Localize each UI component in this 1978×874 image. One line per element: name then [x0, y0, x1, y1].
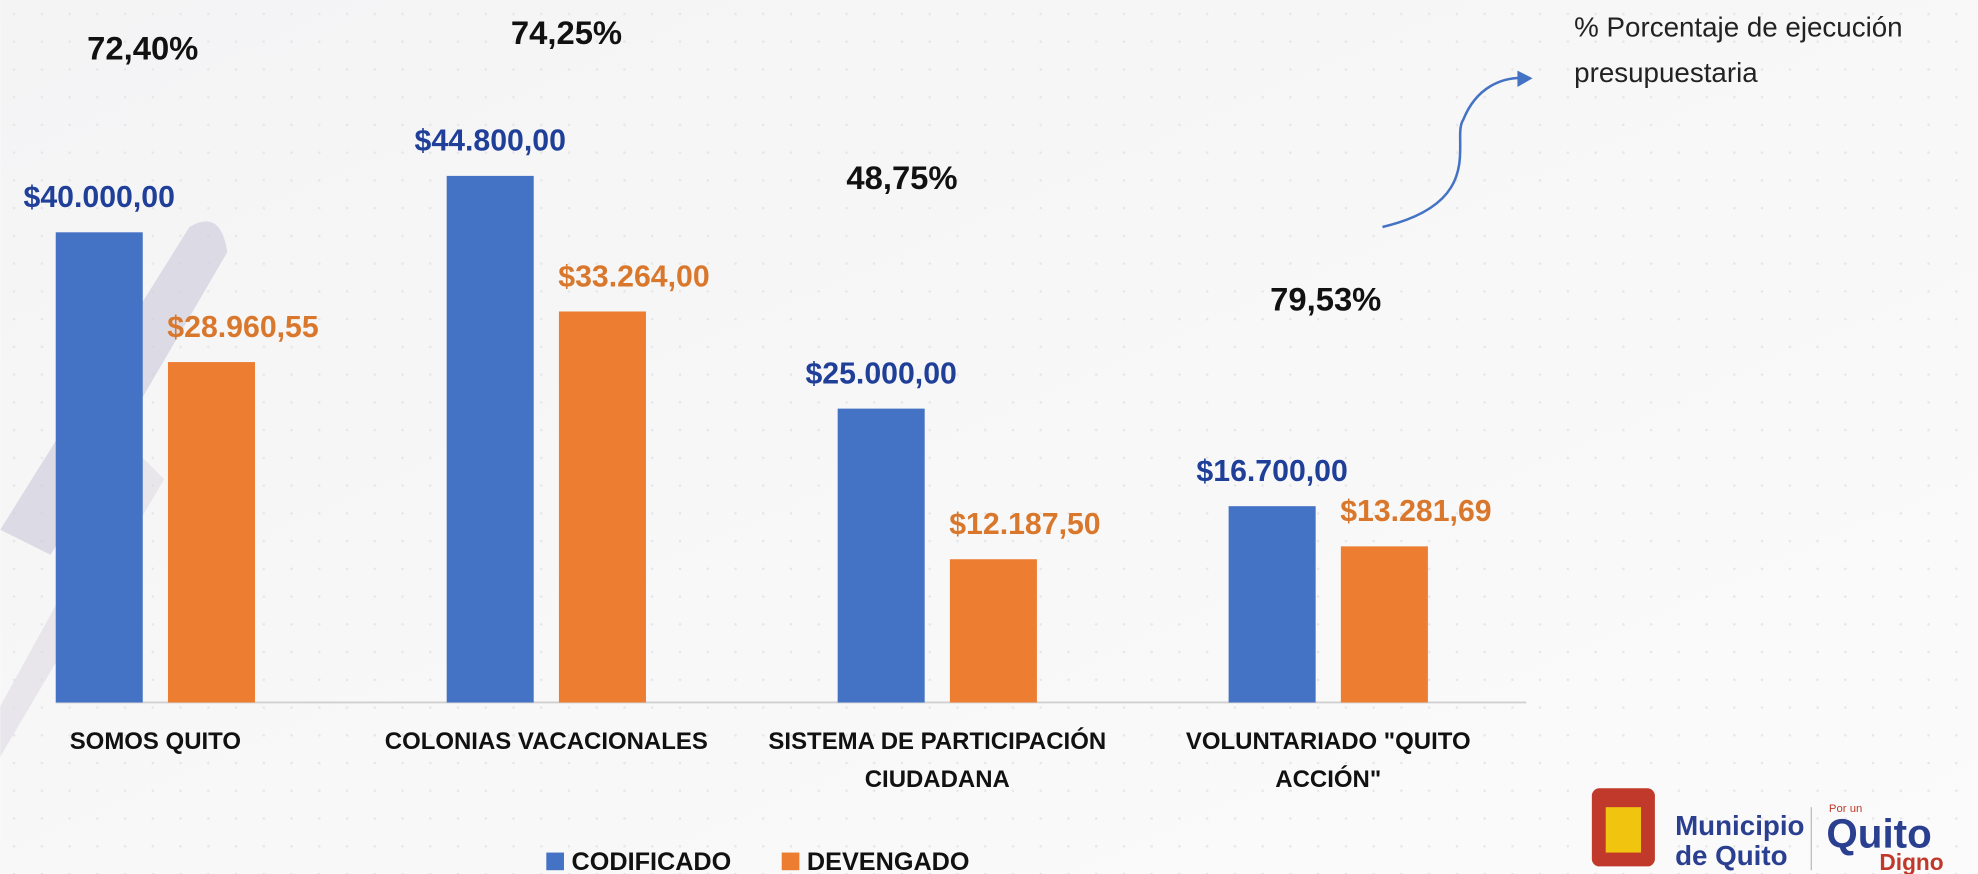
value-label: $44.800,00: [414, 125, 565, 158]
value-label: $13.281,69: [1340, 495, 1491, 528]
x-tick-label: COLONIAS VACACIONALES: [351, 724, 742, 762]
bar: [1229, 506, 1316, 702]
x-tick-label: SISTEMA DE PARTICIPACIÓN CIUDADANA: [742, 724, 1133, 800]
bar: [447, 176, 534, 703]
execution-label: 48,75%: [846, 159, 957, 196]
x-tick-label: VOLUNTARIADO "QUITO ACCIÓN": [1133, 724, 1524, 800]
legend-swatch: [782, 853, 800, 871]
x-tick-label-box: VOLUNTARIADO "QUITO ACCIÓN": [1133, 724, 1524, 812]
execution-label: 74,25%: [511, 14, 622, 51]
execution-label: 72,40%: [87, 29, 198, 66]
legend-label: CODIFICADO: [572, 848, 732, 874]
page: % Porcentaje de ejecución presupuestaria…: [0, 0, 1978, 874]
bar: [1341, 546, 1428, 702]
logo-shield-inner: [1606, 807, 1641, 852]
bar: [838, 409, 925, 703]
bar: [559, 311, 646, 702]
annotation: % Porcentaje de ejecución: [1574, 12, 1902, 43]
value-label: $16.700,00: [1196, 455, 1347, 488]
logo-text: de Quito: [1675, 840, 1787, 871]
legend-swatch: [546, 853, 564, 871]
value-label: $28.960,55: [167, 311, 318, 344]
bar: [950, 559, 1037, 702]
logo-text: Digno: [1879, 849, 1943, 874]
annotation: presupuestaria: [1574, 57, 1758, 88]
bar: [168, 362, 255, 702]
bar: [56, 232, 143, 702]
legend-label: DEVENGADO: [807, 848, 970, 874]
x-tick-label-box: SOMOS QUITO: [0, 724, 351, 812]
chart: % Porcentaje de ejecución presupuestaria…: [0, 0, 1978, 874]
value-label: $25.000,00: [805, 357, 956, 390]
value-label: $33.264,00: [558, 260, 709, 293]
x-tick-label-box: SISTEMA DE PARTICIPACIÓN CIUDADANA: [742, 724, 1133, 812]
value-label: $12.187,50: [949, 508, 1100, 541]
logo-text: Municipio: [1675, 810, 1804, 841]
execution-label: 79,53%: [1270, 280, 1381, 317]
value-label: $40.000,00: [24, 181, 175, 214]
x-tick-label-box: COLONIAS VACACIONALES: [351, 724, 742, 812]
x-tick-label: SOMOS QUITO: [0, 724, 351, 762]
